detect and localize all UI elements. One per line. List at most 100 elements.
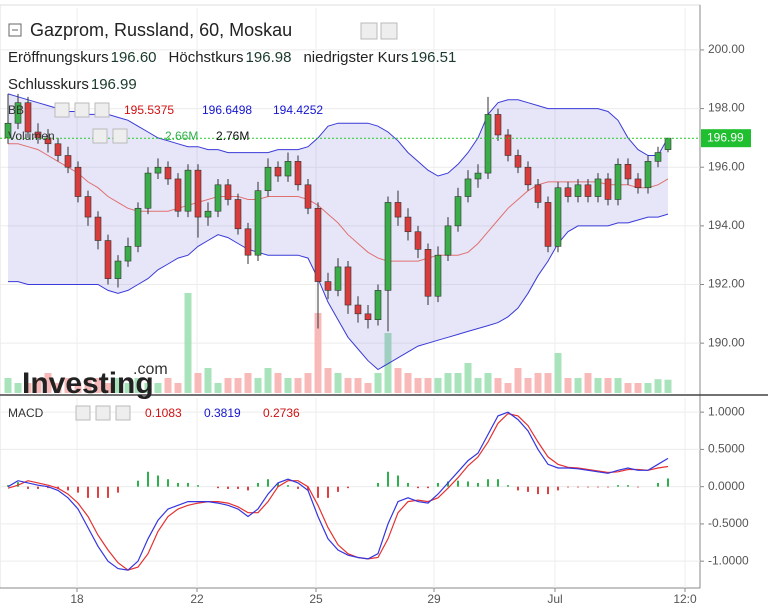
macd-layer: [7, 411, 669, 571]
x-tick-label: 18: [70, 592, 84, 606]
volume-bar: [54, 383, 62, 393]
volume-bar: [634, 383, 642, 393]
readout-label: Schlusskurs: [8, 76, 89, 93]
volume-bar: [544, 373, 552, 393]
watermark: Investing: [22, 367, 154, 400]
histogram-bar: [387, 471, 389, 487]
volume-icon[interactable]: [112, 128, 128, 144]
histogram-bar: [287, 485, 289, 487]
bb-readout: 194.4252: [273, 103, 323, 117]
readout-value: 196.98: [246, 49, 292, 66]
histogram-bar: [167, 479, 169, 487]
volume-bar: [614, 378, 622, 393]
candle-body: [384, 202, 392, 291]
bb-icon[interactable]: [74, 102, 90, 118]
histogram-bar: [307, 486, 309, 491]
volume-bar: [74, 383, 82, 393]
candle-body: [364, 313, 372, 320]
candle-body: [254, 190, 262, 256]
eye-icon[interactable]: [360, 22, 378, 40]
histogram-bar: [87, 486, 89, 498]
volume-bar: [274, 373, 282, 393]
candle-body: [354, 304, 362, 315]
macd-icon[interactable]: [75, 405, 91, 421]
candle-body: [644, 161, 652, 189]
volume-bar: [114, 378, 122, 393]
macd-icon[interactable]: [95, 405, 111, 421]
candle-body: [104, 240, 112, 279]
band-fill: [8, 93, 668, 370]
candle-body: [564, 187, 572, 197]
label-layer: Gazprom, Russland, 60, Moskau Investing …: [8, 20, 751, 606]
histogram-bar: [17, 482, 19, 487]
histogram-bar: [247, 486, 249, 491]
histogram-bar: [517, 486, 519, 491]
histogram-bar: [437, 482, 439, 487]
histogram-bar: [157, 475, 159, 487]
y-tick-label: 196.00: [708, 159, 745, 173]
histogram-bar: [187, 482, 189, 487]
readout-label: Höchstkurs: [169, 49, 244, 66]
candle-body: [54, 143, 62, 156]
histogram-bar: [557, 486, 559, 491]
volume-bar: [14, 383, 22, 393]
readout-value: 196.51: [410, 49, 456, 66]
histogram-bar: [277, 482, 279, 487]
candle-body: [374, 290, 382, 320]
candle-body: [204, 210, 212, 218]
histogram-bar: [257, 482, 259, 487]
watermark-suffix: .com: [133, 361, 168, 378]
volume-bar: [314, 313, 322, 393]
histogram-bar: [447, 481, 449, 487]
candle-body: [444, 225, 452, 256]
candle-body: [394, 202, 402, 218]
macd-icon[interactable]: [115, 405, 131, 421]
volume-bar: [34, 378, 42, 393]
readout-label: Eröffnungskurs: [8, 49, 109, 66]
volume-bar: [664, 379, 672, 393]
macd-readout: 0.3819: [204, 406, 241, 420]
settings-icon[interactable]: [380, 22, 398, 40]
candle-body: [14, 102, 22, 124]
volume-bar: [294, 378, 302, 393]
histogram-bar: [377, 482, 379, 487]
histogram-bar: [47, 486, 49, 489]
histogram-bar: [477, 482, 479, 487]
y-tick-label: -1.0000: [708, 553, 749, 567]
histogram-bar: [427, 486, 429, 489]
volume-bar: [444, 373, 452, 393]
volume-bar: [644, 383, 652, 393]
bb-icon[interactable]: [54, 102, 70, 118]
candle-body: [124, 246, 132, 262]
volume-readout: 2.76M: [216, 129, 249, 143]
histogram-bar: [107, 486, 109, 498]
x-tick-label: 25: [309, 592, 323, 606]
volume-layer: [4, 293, 672, 393]
macd-readout: 0.1083: [145, 406, 182, 420]
candle-body: [414, 231, 422, 250]
macd-readout: 0.2736: [263, 406, 300, 420]
volume-bar: [224, 378, 232, 393]
macd-label: MACD: [8, 406, 44, 420]
volume-bar: [214, 383, 222, 393]
histogram-bar: [27, 486, 29, 489]
histogram-bar: [467, 481, 469, 487]
candle-body: [194, 169, 202, 218]
volume-bar: [134, 378, 142, 393]
histogram-bar: [587, 486, 589, 488]
candle-body: [544, 202, 552, 247]
volume-bar: [494, 378, 502, 393]
volume-bar: [654, 379, 662, 393]
bb-icon[interactable]: [94, 102, 110, 118]
histogram-bar: [577, 486, 579, 488]
histogram-bar: [617, 485, 619, 487]
volume-icon[interactable]: [92, 128, 108, 144]
candle-body: [264, 166, 272, 191]
macd-line: [7, 411, 669, 571]
candle-layer: [0, 93, 700, 332]
candle-body: [514, 155, 522, 168]
histogram-bar: [117, 486, 119, 493]
volume-bar: [174, 383, 182, 393]
volume-bar: [534, 373, 542, 393]
histogram-bar: [267, 479, 269, 487]
